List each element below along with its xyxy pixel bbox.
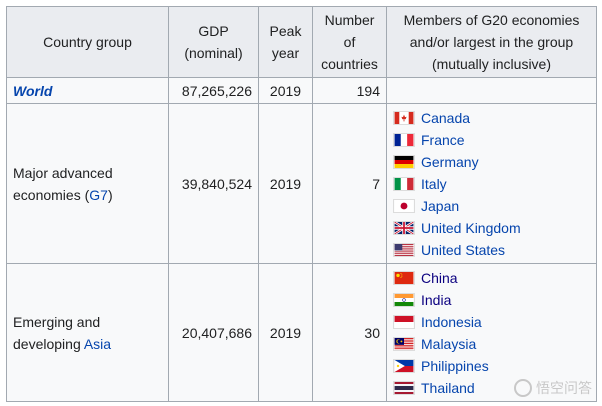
table-row-g7: Major advanced economies (G7) 39,840,524… bbox=[6, 103, 597, 264]
member-item: Philippines bbox=[393, 355, 590, 377]
uk-flag-icon bbox=[393, 220, 415, 235]
cell-g7-count: 7 bbox=[312, 103, 387, 264]
italy-flag-icon bbox=[393, 176, 415, 191]
header-number-of-countries[interactable]: Number of countries bbox=[312, 6, 387, 78]
cell-asia-count: 30 bbox=[312, 263, 387, 402]
member-link-philippines[interactable]: Philippines bbox=[421, 358, 489, 374]
member-link-united-kingdom[interactable]: United Kingdom bbox=[421, 219, 521, 236]
member-item: India bbox=[393, 289, 590, 311]
china-flag-icon bbox=[393, 271, 415, 285]
thailand-flag-icon bbox=[393, 381, 415, 395]
table-row-world: World 87,265,226 2019 194 bbox=[6, 77, 597, 104]
india-flag-icon bbox=[393, 293, 415, 307]
member-link-italy[interactable]: Italy bbox=[421, 175, 447, 192]
member-item: Canada bbox=[393, 107, 590, 129]
malaysia-flag-icon bbox=[393, 337, 415, 351]
header-gdp[interactable]: GDP (nominal) bbox=[168, 6, 259, 78]
cell-asia-name: Emerging and developing Asia bbox=[6, 263, 169, 402]
member-link-canada[interactable]: Canada bbox=[421, 109, 471, 126]
member-link-germany[interactable]: Germany bbox=[421, 153, 479, 170]
g7-label-suffix: ) bbox=[107, 186, 113, 203]
philippines-flag-icon bbox=[393, 359, 415, 373]
member-link-thailand[interactable]: Thailand bbox=[421, 380, 475, 396]
cell-g7-year: 2019 bbox=[258, 103, 313, 264]
member-item: Malaysia bbox=[393, 333, 590, 355]
member-item: United States bbox=[393, 239, 590, 261]
canada-flag-icon bbox=[393, 110, 415, 125]
member-item: United Kingdom bbox=[393, 217, 590, 239]
header-row: Country group GDP (nominal) Peak year Nu… bbox=[6, 6, 597, 78]
asia-link[interactable]: Asia bbox=[83, 335, 112, 352]
france-flag-icon bbox=[393, 132, 415, 147]
cell-world-year: 2019 bbox=[258, 77, 313, 104]
cell-world-gdp: 87,265,226 bbox=[168, 77, 259, 104]
cell-asia-members: China India Indonesia Malaysia Philippin… bbox=[386, 263, 597, 402]
usa-flag-icon bbox=[393, 242, 415, 257]
member-link-japan[interactable]: Japan bbox=[421, 197, 460, 214]
member-item: Germany bbox=[393, 151, 590, 173]
watermark: 悟空问答 bbox=[514, 378, 592, 398]
cell-world-members bbox=[386, 77, 597, 104]
indonesia-flag-icon bbox=[393, 315, 415, 329]
gdp-table: Country group GDP (nominal) Peak year Nu… bbox=[6, 6, 597, 402]
g7-label: Major advanced economies ( bbox=[13, 164, 113, 203]
cell-world-count: 194 bbox=[312, 77, 387, 104]
member-item: Italy bbox=[393, 173, 590, 195]
wukong-logo-icon bbox=[514, 379, 532, 397]
cell-asia-year: 2019 bbox=[258, 263, 313, 402]
header-country-group[interactable]: Country group bbox=[6, 6, 169, 78]
member-link-malaysia[interactable]: Malaysia bbox=[421, 336, 477, 352]
germany-flag-icon bbox=[393, 154, 415, 169]
member-item: France bbox=[393, 129, 590, 151]
cell-g7-gdp: 39,840,524 bbox=[168, 103, 259, 264]
world-link[interactable]: World bbox=[13, 82, 53, 99]
member-link-china[interactable]: China bbox=[421, 270, 458, 286]
japan-flag-icon bbox=[393, 198, 415, 213]
member-link-france[interactable]: France bbox=[421, 131, 465, 148]
member-link-united-states[interactable]: United States bbox=[421, 241, 506, 258]
member-link-india[interactable]: India bbox=[421, 292, 452, 308]
table-row-asia: Emerging and developing Asia 20,407,686 … bbox=[6, 263, 597, 402]
member-item: Thailand bbox=[393, 377, 590, 399]
cell-g7-name: Major advanced economies (G7) bbox=[6, 103, 169, 264]
member-item: Indonesia bbox=[393, 311, 590, 333]
g7-link[interactable]: G7 bbox=[89, 186, 108, 203]
header-peak-year[interactable]: Peak year bbox=[258, 6, 313, 78]
member-item: Japan bbox=[393, 195, 590, 217]
cell-world-name: World bbox=[6, 77, 169, 104]
cell-g7-members: Canada France Germany Italy Japan United… bbox=[386, 103, 597, 264]
header-members[interactable]: Members of G20 economies and/or largest … bbox=[386, 6, 597, 78]
asia-label: Emerging and developing bbox=[13, 313, 101, 352]
member-link-indonesia[interactable]: Indonesia bbox=[421, 314, 482, 330]
member-item: China bbox=[393, 267, 590, 289]
cell-asia-gdp: 20,407,686 bbox=[168, 263, 259, 402]
watermark-text: 悟空问答 bbox=[536, 380, 592, 396]
